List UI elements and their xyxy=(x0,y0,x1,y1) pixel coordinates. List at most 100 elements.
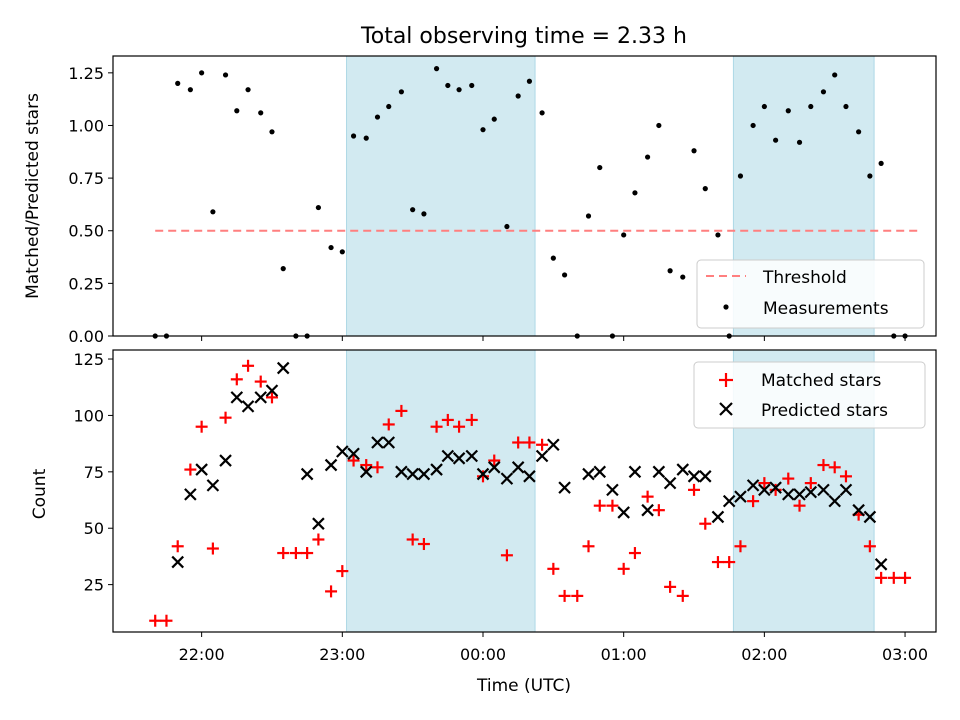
measurement-point xyxy=(504,223,510,230)
predicted-point xyxy=(184,488,197,501)
measurement-point xyxy=(480,127,486,133)
predicted-point xyxy=(535,449,549,463)
legend-predicted-marker xyxy=(719,402,733,416)
predicted-point xyxy=(312,517,325,530)
predicted-point-b xyxy=(663,476,677,490)
predicted-point xyxy=(711,510,725,524)
figure-title: Total observing time = 2.33 h xyxy=(360,24,687,49)
predicted-point xyxy=(487,461,501,474)
predicted-point xyxy=(265,384,279,397)
predicted-point-b xyxy=(722,494,736,508)
matched-point xyxy=(839,470,852,483)
measurement-point xyxy=(878,160,884,166)
matched-point xyxy=(160,614,173,627)
predicted-point-b xyxy=(487,461,501,474)
predicted-point-b xyxy=(219,454,232,467)
matched-point xyxy=(277,547,290,560)
predicted-point xyxy=(452,452,466,465)
matched-point xyxy=(758,477,771,490)
measurement-point xyxy=(469,82,475,89)
predicted-point xyxy=(511,461,525,474)
predicted-point-b xyxy=(734,490,747,503)
predicted-point xyxy=(547,438,560,452)
measurement-point xyxy=(621,232,627,238)
predicted-point-b xyxy=(476,467,490,481)
predicted-point xyxy=(171,555,184,569)
matched-point xyxy=(628,547,641,560)
matched-point xyxy=(793,499,806,512)
matched-point xyxy=(887,571,900,584)
predicted-point-b xyxy=(769,481,782,494)
measurement-point xyxy=(410,207,416,213)
predicted-point xyxy=(406,467,419,481)
matched-point xyxy=(723,556,736,569)
bottom-axis-ticks: 25 50 75 100 125 22:00 23:00 00:00 01:00 02:00 03:… xyxy=(73,350,928,664)
matched-point xyxy=(500,549,513,562)
predicted-point xyxy=(817,483,830,497)
measurement-point xyxy=(585,213,592,219)
bottom-legend-box xyxy=(693,361,926,429)
measurement-point xyxy=(808,103,814,110)
measurement-point xyxy=(269,129,275,135)
measurement-point xyxy=(656,122,662,129)
measurement-point xyxy=(328,244,334,251)
matched-point xyxy=(606,499,619,512)
top-y-tick-label: 1.00 xyxy=(68,116,104,135)
measurement-point xyxy=(456,87,462,93)
matched-point xyxy=(558,589,571,602)
predicted-point-b xyxy=(184,488,197,501)
top-y-tick-label: 0.00 xyxy=(68,327,104,346)
predicted-point xyxy=(758,483,771,497)
bottom-y-tick-label: 50 xyxy=(84,519,104,538)
measurement-point xyxy=(363,135,369,141)
top-shaded-interval xyxy=(346,55,536,337)
predicted-point xyxy=(230,391,244,404)
measurement-point xyxy=(374,114,381,120)
measurement-point xyxy=(715,232,721,238)
measurement-point xyxy=(315,204,321,211)
matched-point xyxy=(699,517,712,530)
matched-point xyxy=(523,436,536,449)
predicted-point-b xyxy=(535,449,549,463)
matched-point xyxy=(617,562,630,575)
predicted-point-b xyxy=(547,438,560,452)
bottom-y-tick-label: 125 xyxy=(73,350,104,369)
predicted-point xyxy=(628,465,642,479)
measurement-point xyxy=(644,154,651,160)
measurement-point xyxy=(199,70,205,76)
matched-point xyxy=(382,418,395,431)
measurement-point xyxy=(258,110,264,116)
matched-point xyxy=(441,413,454,426)
matched-point xyxy=(206,542,219,555)
matched-point xyxy=(395,404,408,417)
predicted-point-b xyxy=(817,483,830,497)
measurement-point xyxy=(667,268,673,274)
predicted-point-b xyxy=(312,517,325,530)
predicted-point-b xyxy=(606,483,619,497)
predicted-point-b xyxy=(406,467,419,481)
predicted-point xyxy=(276,361,290,375)
predicted-point-b xyxy=(863,510,877,524)
matched-point xyxy=(312,533,325,546)
matched-point xyxy=(476,470,489,483)
measurement-point xyxy=(245,87,251,93)
predicted-point xyxy=(582,467,595,481)
matched-point xyxy=(804,477,817,490)
predicted-point xyxy=(324,458,338,472)
predicted-point-b xyxy=(874,558,888,571)
predicted-point xyxy=(195,463,208,476)
predicted-point-b xyxy=(359,465,373,479)
measurement-point xyxy=(796,139,803,145)
predicted-point-b xyxy=(324,458,338,472)
matched-point xyxy=(676,589,689,602)
measurement-point xyxy=(234,108,240,114)
predicted-point-b xyxy=(300,467,314,481)
matched-point xyxy=(453,420,466,433)
measurement-point xyxy=(187,87,193,93)
x-tick-label: 23:00 xyxy=(319,645,365,664)
matched-point xyxy=(641,490,654,503)
bottom-axes-frame xyxy=(112,349,937,633)
matched-point xyxy=(582,540,595,553)
measurement-point xyxy=(210,209,216,215)
predicted-point-b xyxy=(699,470,712,483)
